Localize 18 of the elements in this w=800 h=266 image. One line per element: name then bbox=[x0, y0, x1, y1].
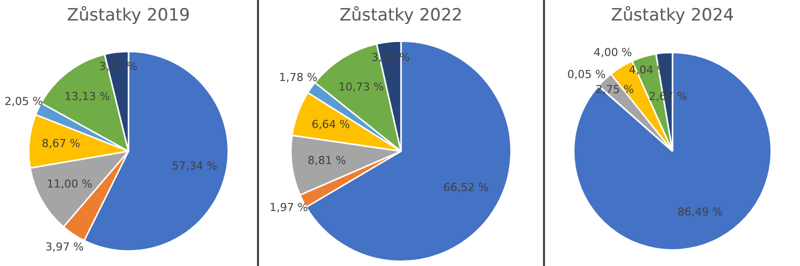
data-label: 0,05 % bbox=[567, 68, 606, 82]
data-label: 10,73 % bbox=[338, 80, 384, 94]
data-label: 13,13 % bbox=[64, 90, 110, 104]
data-label: 1,97 % bbox=[269, 201, 308, 214]
data-label: 1,78 % bbox=[279, 71, 318, 84]
data-label: 66,52 % bbox=[443, 181, 489, 194]
data-label: 6,64 % bbox=[312, 118, 350, 132]
data-label: 3,97 % bbox=[45, 240, 84, 254]
chart-title: Zůstatky 2024 bbox=[611, 6, 734, 26]
data-label: 4,00 % bbox=[594, 46, 632, 60]
data-label: 11,00 % bbox=[46, 177, 92, 190]
chart-title: Zůstatky 2022 bbox=[340, 6, 462, 26]
data-label: 2,05 % bbox=[4, 94, 43, 108]
data-label: 57,34 % bbox=[172, 160, 218, 173]
chart-title: Zůstatky 2019 bbox=[67, 6, 190, 26]
data-label: 8,81 % bbox=[308, 154, 346, 167]
data-label: 86,49 % bbox=[677, 205, 723, 218]
data-label: 8,67 % bbox=[42, 137, 80, 150]
